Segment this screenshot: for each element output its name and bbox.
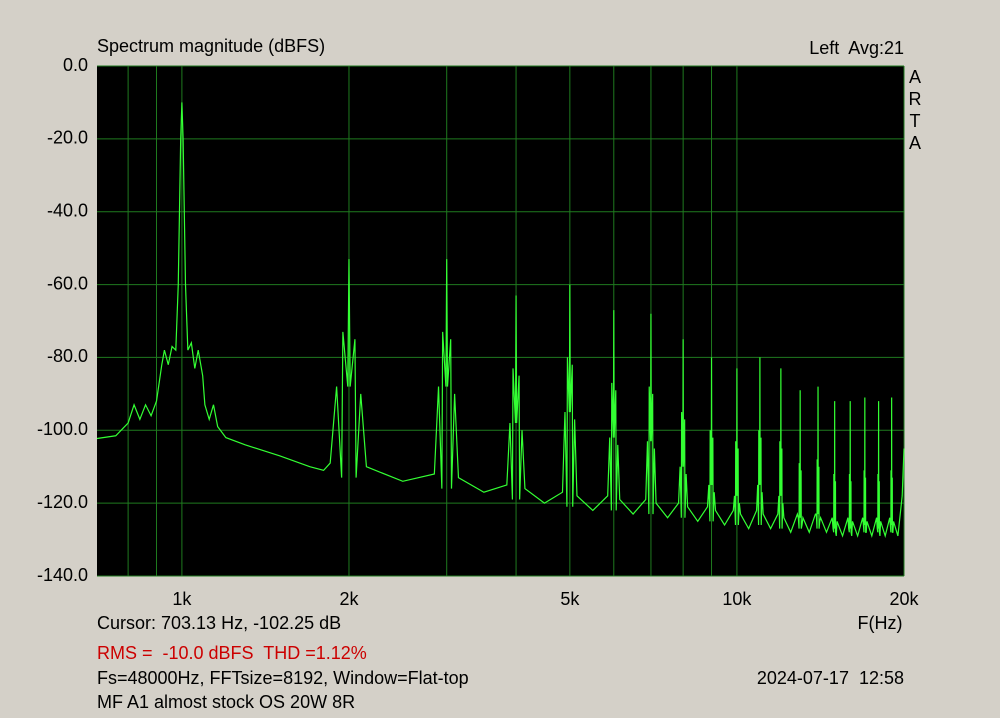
- cursor-readout: Cursor: 703.13 Hz, -102.25 dB: [97, 613, 341, 633]
- watermark-letter: T: [910, 111, 921, 131]
- y-tick-label: 0.0: [63, 55, 88, 75]
- plot-area: [97, 66, 904, 576]
- y-tick-label: -100.0: [37, 419, 88, 439]
- y-tick-label: -40.0: [47, 200, 88, 220]
- x-tick-label: 20k: [889, 589, 919, 609]
- x-tick-label: 10k: [722, 589, 752, 609]
- x-tick-label: 2k: [339, 589, 359, 609]
- watermark-letter: R: [909, 89, 922, 109]
- chart-title: Spectrum magnitude (dBFS): [97, 36, 325, 56]
- rms-thd: RMS = -10.0 dBFS THD =1.12%: [97, 643, 367, 663]
- channel-info: Left Avg:21: [809, 38, 904, 58]
- x-axis-label: F(Hz): [858, 613, 903, 633]
- x-tick-label: 1k: [172, 589, 192, 609]
- settings: Fs=48000Hz, FFTsize=8192, Window=Flat-to…: [97, 668, 469, 688]
- y-tick-label: -20.0: [47, 128, 88, 148]
- watermark-letter: A: [909, 133, 921, 153]
- spectrum-line: [96, 102, 905, 539]
- y-tick-label: -120.0: [37, 492, 88, 512]
- x-tick-label: 5k: [560, 589, 580, 609]
- watermark-letter: A: [909, 67, 921, 87]
- timestamp: 2024-07-17 12:58: [757, 668, 904, 688]
- comment: MF A1 almost stock OS 20W 8R: [97, 692, 355, 712]
- y-tick-label: -140.0: [37, 565, 88, 585]
- y-tick-label: -80.0: [47, 346, 88, 366]
- y-tick-label: -60.0: [47, 273, 88, 293]
